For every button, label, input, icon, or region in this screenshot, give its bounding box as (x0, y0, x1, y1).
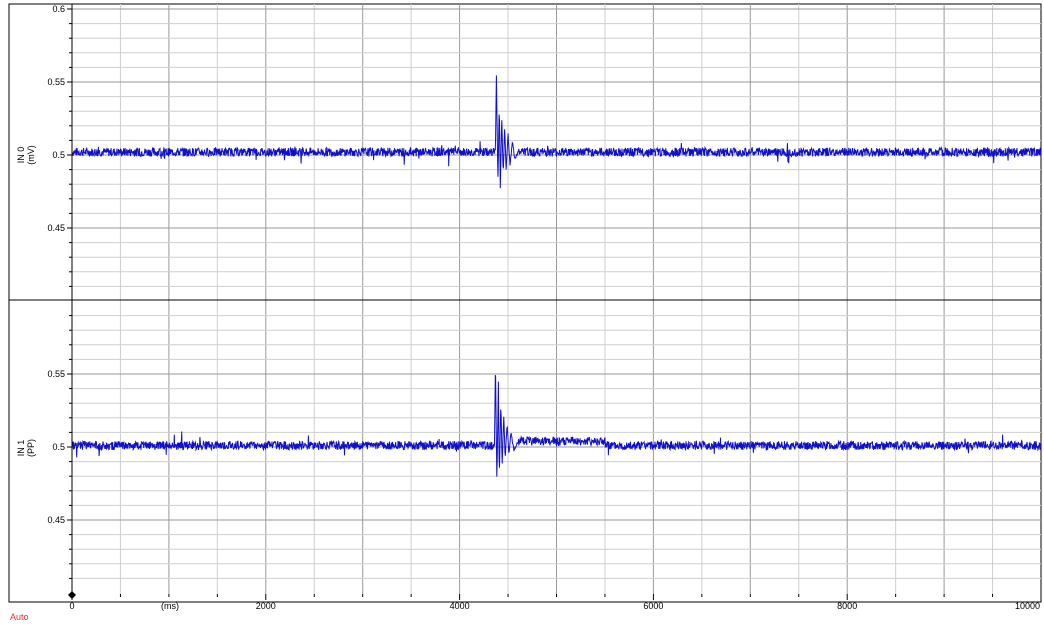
y-tick-label: 0.6 (52, 4, 65, 14)
x-unit-label: (ms) (161, 601, 179, 611)
time-cursor-marker[interactable] (68, 591, 76, 599)
channel-1-label: IN 1 (PP) (16, 439, 36, 457)
y-tick-label: 0.5 (52, 442, 65, 452)
channel-0-label: IN 0 (mV) (16, 145, 36, 165)
y-tick-label: 0.45 (47, 515, 65, 525)
channel-0-name: IN 0 (16, 147, 26, 164)
grid (72, 4, 1041, 594)
trace-channel-0 (71, 75, 1042, 189)
axes: 0.45 0.5 0.55 0.6 0.45 0.5 0.55 0 2000 4000 6000 80… (9, 4, 1042, 611)
channel-0-unit: (mV) (26, 145, 36, 165)
x-tick-label: 6000 (643, 601, 663, 611)
x-tick-label: 8000 (837, 601, 857, 611)
trace-channel-1 (71, 375, 1042, 477)
auto-scale-label[interactable]: Auto (10, 612, 29, 622)
channel-1-name: IN 1 (16, 440, 26, 457)
y-tick-label: 0.55 (47, 369, 65, 379)
channel-1-unit: (PP) (26, 439, 36, 457)
y-tick-label: 0.45 (47, 223, 65, 233)
plot-frame (8, 3, 1042, 603)
y-tick-label: 0.55 (47, 77, 65, 87)
y-tick-label: 0.5 (52, 150, 65, 160)
x-tick-label: 2000 (256, 601, 276, 611)
x-tick-label: 10000 (1015, 601, 1040, 611)
traces (71, 75, 1042, 477)
x-tick-label: 4000 (450, 601, 470, 611)
x-tick-label: 0 (69, 601, 74, 611)
